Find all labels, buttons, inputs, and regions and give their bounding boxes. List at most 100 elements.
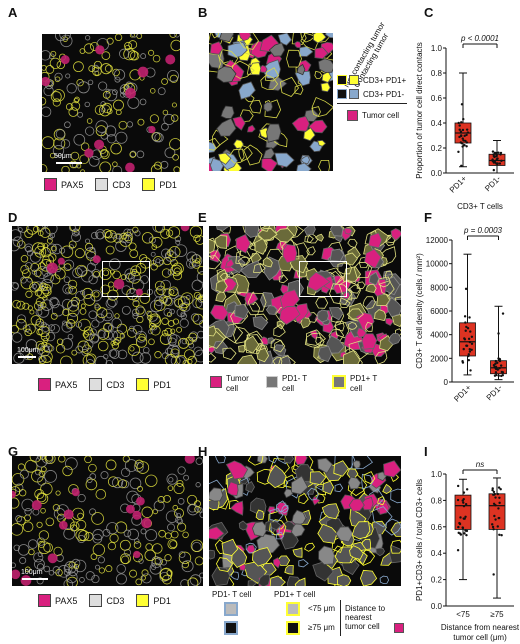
segmented-cell xyxy=(312,495,321,506)
cell-membrane xyxy=(98,104,111,117)
data-point xyxy=(496,163,499,166)
x-tick-label: ≥75 xyxy=(490,610,504,619)
cell-membrane xyxy=(47,243,57,254)
segmented-cell xyxy=(275,531,284,540)
segmented-cell xyxy=(311,96,333,118)
cell-membrane xyxy=(55,34,66,42)
segmented-cell xyxy=(291,115,310,132)
segmented-cell xyxy=(272,344,287,358)
cell-membrane xyxy=(145,543,153,551)
data-point xyxy=(458,521,461,525)
cell-membrane xyxy=(71,349,78,356)
y-tick-label: 0.0 xyxy=(431,169,443,178)
cell-membrane xyxy=(119,48,130,59)
chart-c: 0.0 0.2 0.4 0.6 0.8 1.0 Proportion of tumor ce… xyxy=(415,34,514,211)
cell-membrane xyxy=(167,523,175,532)
cell-membrane xyxy=(43,272,54,284)
cell-membrane xyxy=(166,312,172,318)
cell-membrane xyxy=(124,459,138,472)
cell-membrane xyxy=(112,165,123,172)
segmented-cell xyxy=(255,509,265,521)
segmented-cell xyxy=(317,309,329,323)
cell-membrane xyxy=(98,567,106,574)
segmented-cell xyxy=(291,475,309,495)
cell-membrane xyxy=(19,557,27,565)
cell-membrane xyxy=(73,97,79,104)
cell-membrane xyxy=(89,473,97,480)
segmented-cell xyxy=(209,238,216,254)
cell-membrane xyxy=(186,251,198,263)
cell-membrane xyxy=(103,322,113,332)
cell-membrane xyxy=(100,284,111,295)
cell-membrane xyxy=(197,330,203,339)
cell-membrane xyxy=(135,330,147,343)
cell-membrane xyxy=(109,349,120,359)
data-point xyxy=(469,369,472,372)
segmented-cell xyxy=(279,305,301,325)
cell-membrane xyxy=(169,540,178,549)
cell-membrane xyxy=(77,111,84,118)
cell-membrane xyxy=(161,268,172,278)
cell-membrane xyxy=(172,153,179,161)
cell-membrane xyxy=(66,83,77,94)
cell-membrane xyxy=(150,164,162,172)
segmented-cell xyxy=(389,544,401,564)
cell-membrane xyxy=(107,289,119,301)
cell-membrane xyxy=(126,327,137,338)
segmented-cell xyxy=(214,235,228,249)
cell-membrane xyxy=(69,226,81,232)
cell-membrane xyxy=(126,273,133,280)
cell-membrane xyxy=(72,267,83,279)
data-point xyxy=(494,496,497,499)
cell-membrane xyxy=(180,311,186,317)
cell-membrane xyxy=(63,527,76,540)
cell-membrane xyxy=(95,488,107,500)
data-point xyxy=(492,573,495,576)
cell-membrane xyxy=(159,567,173,581)
cell-membrane xyxy=(91,319,100,328)
cell-membrane xyxy=(112,68,120,77)
segmented-cell xyxy=(240,109,254,123)
cell-membrane xyxy=(36,456,44,460)
cell-membrane xyxy=(177,522,187,532)
segmentation-h xyxy=(209,456,401,586)
cell-membrane xyxy=(122,456,130,463)
cell-membrane xyxy=(161,317,169,325)
segmented-cell xyxy=(262,147,276,159)
cell-membrane xyxy=(17,240,26,249)
segmented-cell xyxy=(321,503,340,520)
cell-membrane xyxy=(138,558,144,564)
cell-membrane xyxy=(77,81,90,94)
cell-membrane xyxy=(127,528,139,541)
segmented-cell xyxy=(273,339,286,353)
cell-membrane xyxy=(199,511,203,519)
segmented-cell xyxy=(298,559,309,568)
segmented-cell xyxy=(333,460,349,477)
segmented-cell xyxy=(238,145,253,162)
segmented-cell xyxy=(376,293,391,306)
cell-membrane xyxy=(141,573,152,584)
cell-membrane xyxy=(109,533,119,543)
segmented-cell xyxy=(364,248,382,269)
cell-membrane xyxy=(190,313,200,322)
segmented-cell xyxy=(356,327,367,338)
cell-membrane xyxy=(12,299,21,309)
tumor-nucleus xyxy=(133,550,141,559)
cell-membrane xyxy=(163,113,175,126)
panel-label-a: A xyxy=(8,5,18,20)
cell-membrane xyxy=(141,569,149,577)
cell-membrane xyxy=(174,34,180,38)
cell-membrane xyxy=(157,496,165,504)
cell-membrane xyxy=(63,259,75,270)
segmented-cell xyxy=(379,575,390,585)
cell-membrane xyxy=(85,478,98,491)
cell-membrane xyxy=(36,492,47,503)
segmented-cell xyxy=(291,509,307,526)
tumor-nucleus xyxy=(132,510,142,520)
cell-membrane xyxy=(128,40,138,49)
segmented-cell xyxy=(211,33,220,39)
segmented-cell xyxy=(318,160,330,171)
segmented-cell xyxy=(209,237,219,260)
cell-membrane xyxy=(169,138,180,151)
cell-membrane xyxy=(124,41,133,50)
